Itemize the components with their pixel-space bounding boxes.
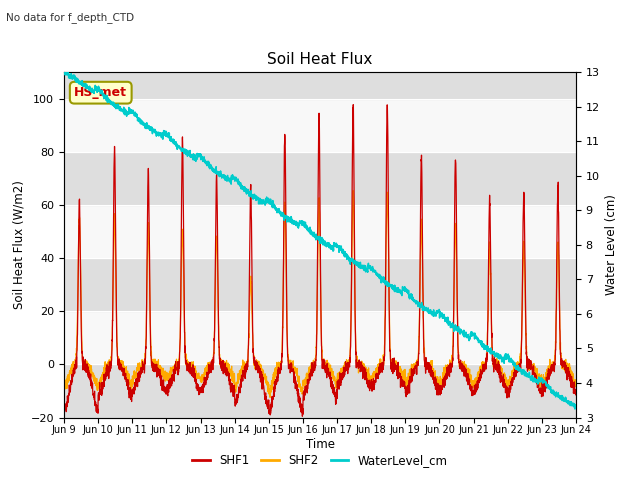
Legend: SHF1, SHF2, WaterLevel_cm: SHF1, SHF2, WaterLevel_cm [188, 449, 452, 472]
Title: Soil Heat Flux: Soil Heat Flux [268, 52, 372, 67]
Bar [64, 205, 576, 258]
X-axis label: Time: Time [305, 438, 335, 451]
Y-axis label: Soil Heat Flux (W/m2): Soil Heat Flux (W/m2) [12, 180, 25, 309]
Y-axis label: Water Level (cm): Water Level (cm) [605, 194, 618, 295]
Bar [64, 152, 576, 205]
Bar [64, 98, 576, 152]
Text: HS_met: HS_met [74, 86, 127, 99]
Text: No data for f_depth_CTD: No data for f_depth_CTD [6, 12, 134, 23]
Bar [64, 364, 576, 418]
Bar [64, 72, 576, 98]
Bar [64, 311, 576, 364]
Bar [64, 258, 576, 311]
